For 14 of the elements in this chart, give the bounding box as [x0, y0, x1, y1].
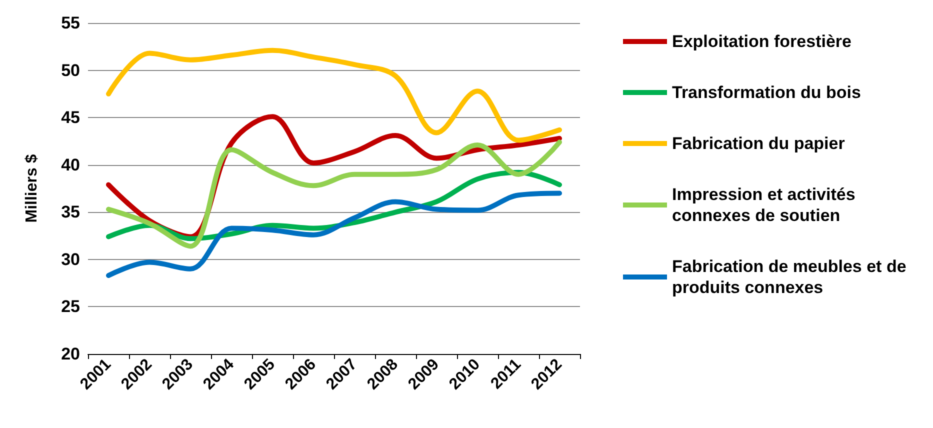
- y-tick-label: 40: [61, 155, 80, 174]
- y-tick-label: 35: [61, 202, 80, 222]
- y-tick-label: 50: [61, 60, 80, 80]
- y-tick-label: 20: [61, 344, 80, 364]
- y-tick-label: 55: [61, 14, 80, 32]
- y-tick-label: 25: [61, 297, 80, 316]
- y-axis-title: Milliers $: [24, 154, 40, 223]
- legend-label: Impression et activités connexes de soutien: [672, 185, 860, 225]
- legend-label: Exploitation forestière: [672, 32, 852, 51]
- y-tick-label: 30: [61, 250, 80, 269]
- y-tick-label: 45: [61, 108, 80, 128]
- legend-label: Fabrication de meubles et de produits connexes: [672, 257, 912, 297]
- legend-label: Transformation du bois: [672, 83, 861, 102]
- legend-label: Fabrication du papier: [672, 134, 846, 153]
